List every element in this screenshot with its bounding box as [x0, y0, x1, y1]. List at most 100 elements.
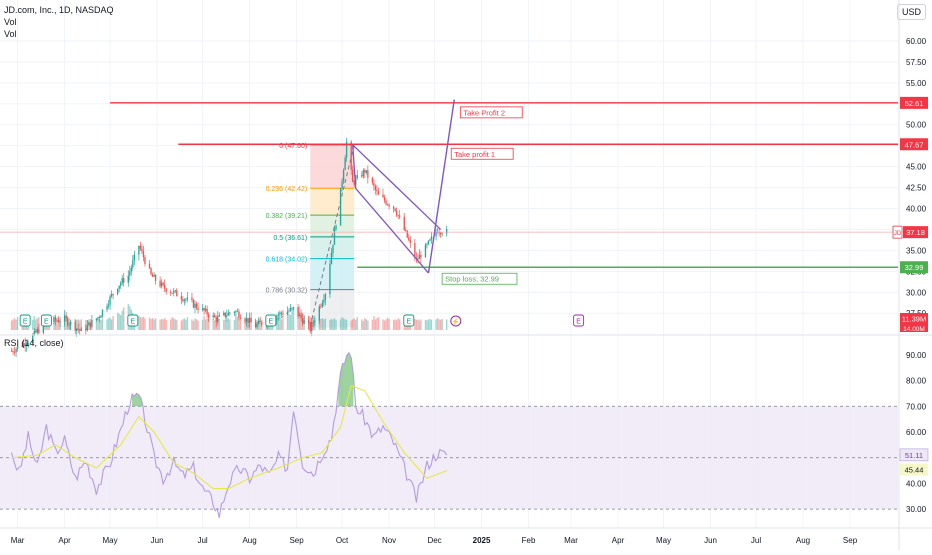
- volume-bar: [418, 320, 421, 330]
- volume-bar: [438, 319, 440, 330]
- price-tick-label: 35.00: [906, 246, 927, 255]
- candle-body: [80, 328, 82, 331]
- candle-body: [435, 232, 437, 237]
- candle-body: [57, 320, 60, 322]
- volume-bar: [138, 316, 140, 330]
- candle-body: [376, 189, 378, 192]
- candle-body: [79, 329, 81, 331]
- volume-bar: [16, 317, 19, 330]
- last-price-label: 37.18: [906, 228, 925, 237]
- volume-bar: [250, 319, 252, 330]
- volume-bar: [95, 319, 98, 330]
- candle-body: [65, 315, 67, 319]
- volume-bar: [333, 318, 336, 330]
- candle-body: [150, 268, 152, 275]
- candle-body: [100, 315, 102, 318]
- candle-body: [424, 244, 427, 258]
- symbol-title: JD.com, Inc., 1D, NASDAQ: [4, 5, 114, 15]
- candle-body: [395, 210, 398, 216]
- volume-bar: [341, 317, 343, 330]
- volume-bar: [365, 319, 368, 330]
- time-tick-label: Apr: [58, 536, 71, 545]
- time-tick-label: Mar: [564, 536, 578, 545]
- rsi-tick-label: 60.00: [906, 428, 927, 437]
- volume-bar: [150, 318, 152, 330]
- price-tick-label: 45.00: [906, 163, 927, 172]
- candle-body: [91, 319, 93, 327]
- candle-body: [286, 311, 289, 315]
- candle-body: [312, 322, 314, 324]
- candle-body: [345, 141, 348, 158]
- candle-body: [309, 323, 311, 332]
- candle-body: [35, 330, 37, 333]
- candle-body: [239, 317, 242, 319]
- volume-last-label: 11.39M: [902, 315, 926, 324]
- volume-bar: [417, 319, 419, 330]
- candle-body: [109, 296, 111, 305]
- volume-label-1: Vol: [4, 17, 17, 27]
- candle-body: [365, 170, 368, 173]
- rsi-title: RSI (14, close): [4, 338, 64, 348]
- volume-bar: [382, 319, 384, 330]
- volume-bar: [206, 318, 208, 330]
- volume-bar: [160, 318, 163, 330]
- volume-bar: [148, 317, 151, 330]
- candle-body: [244, 318, 246, 322]
- volume-bar: [383, 320, 386, 330]
- volume-bar: [170, 319, 172, 330]
- candle-body: [54, 317, 57, 321]
- candle-body: [248, 317, 251, 323]
- candle-body: [154, 275, 157, 281]
- candle-body: [277, 314, 280, 316]
- volume-bar: [420, 319, 422, 330]
- candle-body: [33, 330, 35, 335]
- candle-body: [97, 317, 99, 319]
- volume-bar: [118, 313, 120, 330]
- volume-bar: [289, 315, 292, 330]
- volume-bar: [65, 315, 67, 330]
- candle-body: [382, 194, 384, 198]
- volume-bar: [399, 319, 401, 330]
- candle-body: [130, 267, 132, 272]
- candle-body: [342, 169, 345, 182]
- volume-bar: [376, 318, 378, 330]
- candle-body: [153, 275, 155, 277]
- candle-body: [144, 257, 146, 264]
- candle-body: [438, 232, 440, 234]
- volume-bar: [176, 319, 178, 330]
- candle-body: [446, 229, 448, 234]
- currency-button[interactable]: USD: [896, 4, 926, 20]
- drawings-layer[interactable]: Take Profit 2 Take profit 1 Stop loss; 32.…: [110, 99, 898, 285]
- volume-bar: [109, 317, 111, 330]
- candle-body: [406, 230, 408, 238]
- candle-body: [291, 307, 293, 309]
- volume-bar: [362, 321, 364, 330]
- candle-body: [377, 191, 380, 195]
- candle-body: [176, 290, 178, 297]
- level-axis-badge: [900, 261, 928, 274]
- volume-bar: [36, 318, 38, 330]
- candle-body: [218, 314, 220, 317]
- candle-body: [106, 306, 108, 310]
- volume-bar: [342, 318, 345, 330]
- fib-level-label: 0.5 (36.61): [273, 235, 307, 242]
- candle-body: [112, 294, 114, 295]
- volume-bar: [291, 310, 293, 330]
- rsi-tick-label: 30.00: [906, 505, 927, 514]
- candle-body: [383, 197, 386, 201]
- candle-body: [95, 318, 98, 320]
- candle-body: [385, 200, 387, 205]
- candle-body: [235, 311, 237, 313]
- volume-bar: [121, 310, 123, 330]
- volume-bar: [224, 319, 226, 330]
- candle-body: [201, 308, 204, 310]
- volume-bar: [226, 320, 228, 330]
- channel-cap-line: [352, 144, 357, 189]
- rsi-tick-label: 80.00: [906, 377, 927, 386]
- volume-bar: [361, 319, 363, 330]
- time-tick-label: Apr: [612, 536, 625, 545]
- volume-bar: [13, 318, 16, 330]
- candle-body: [350, 141, 352, 170]
